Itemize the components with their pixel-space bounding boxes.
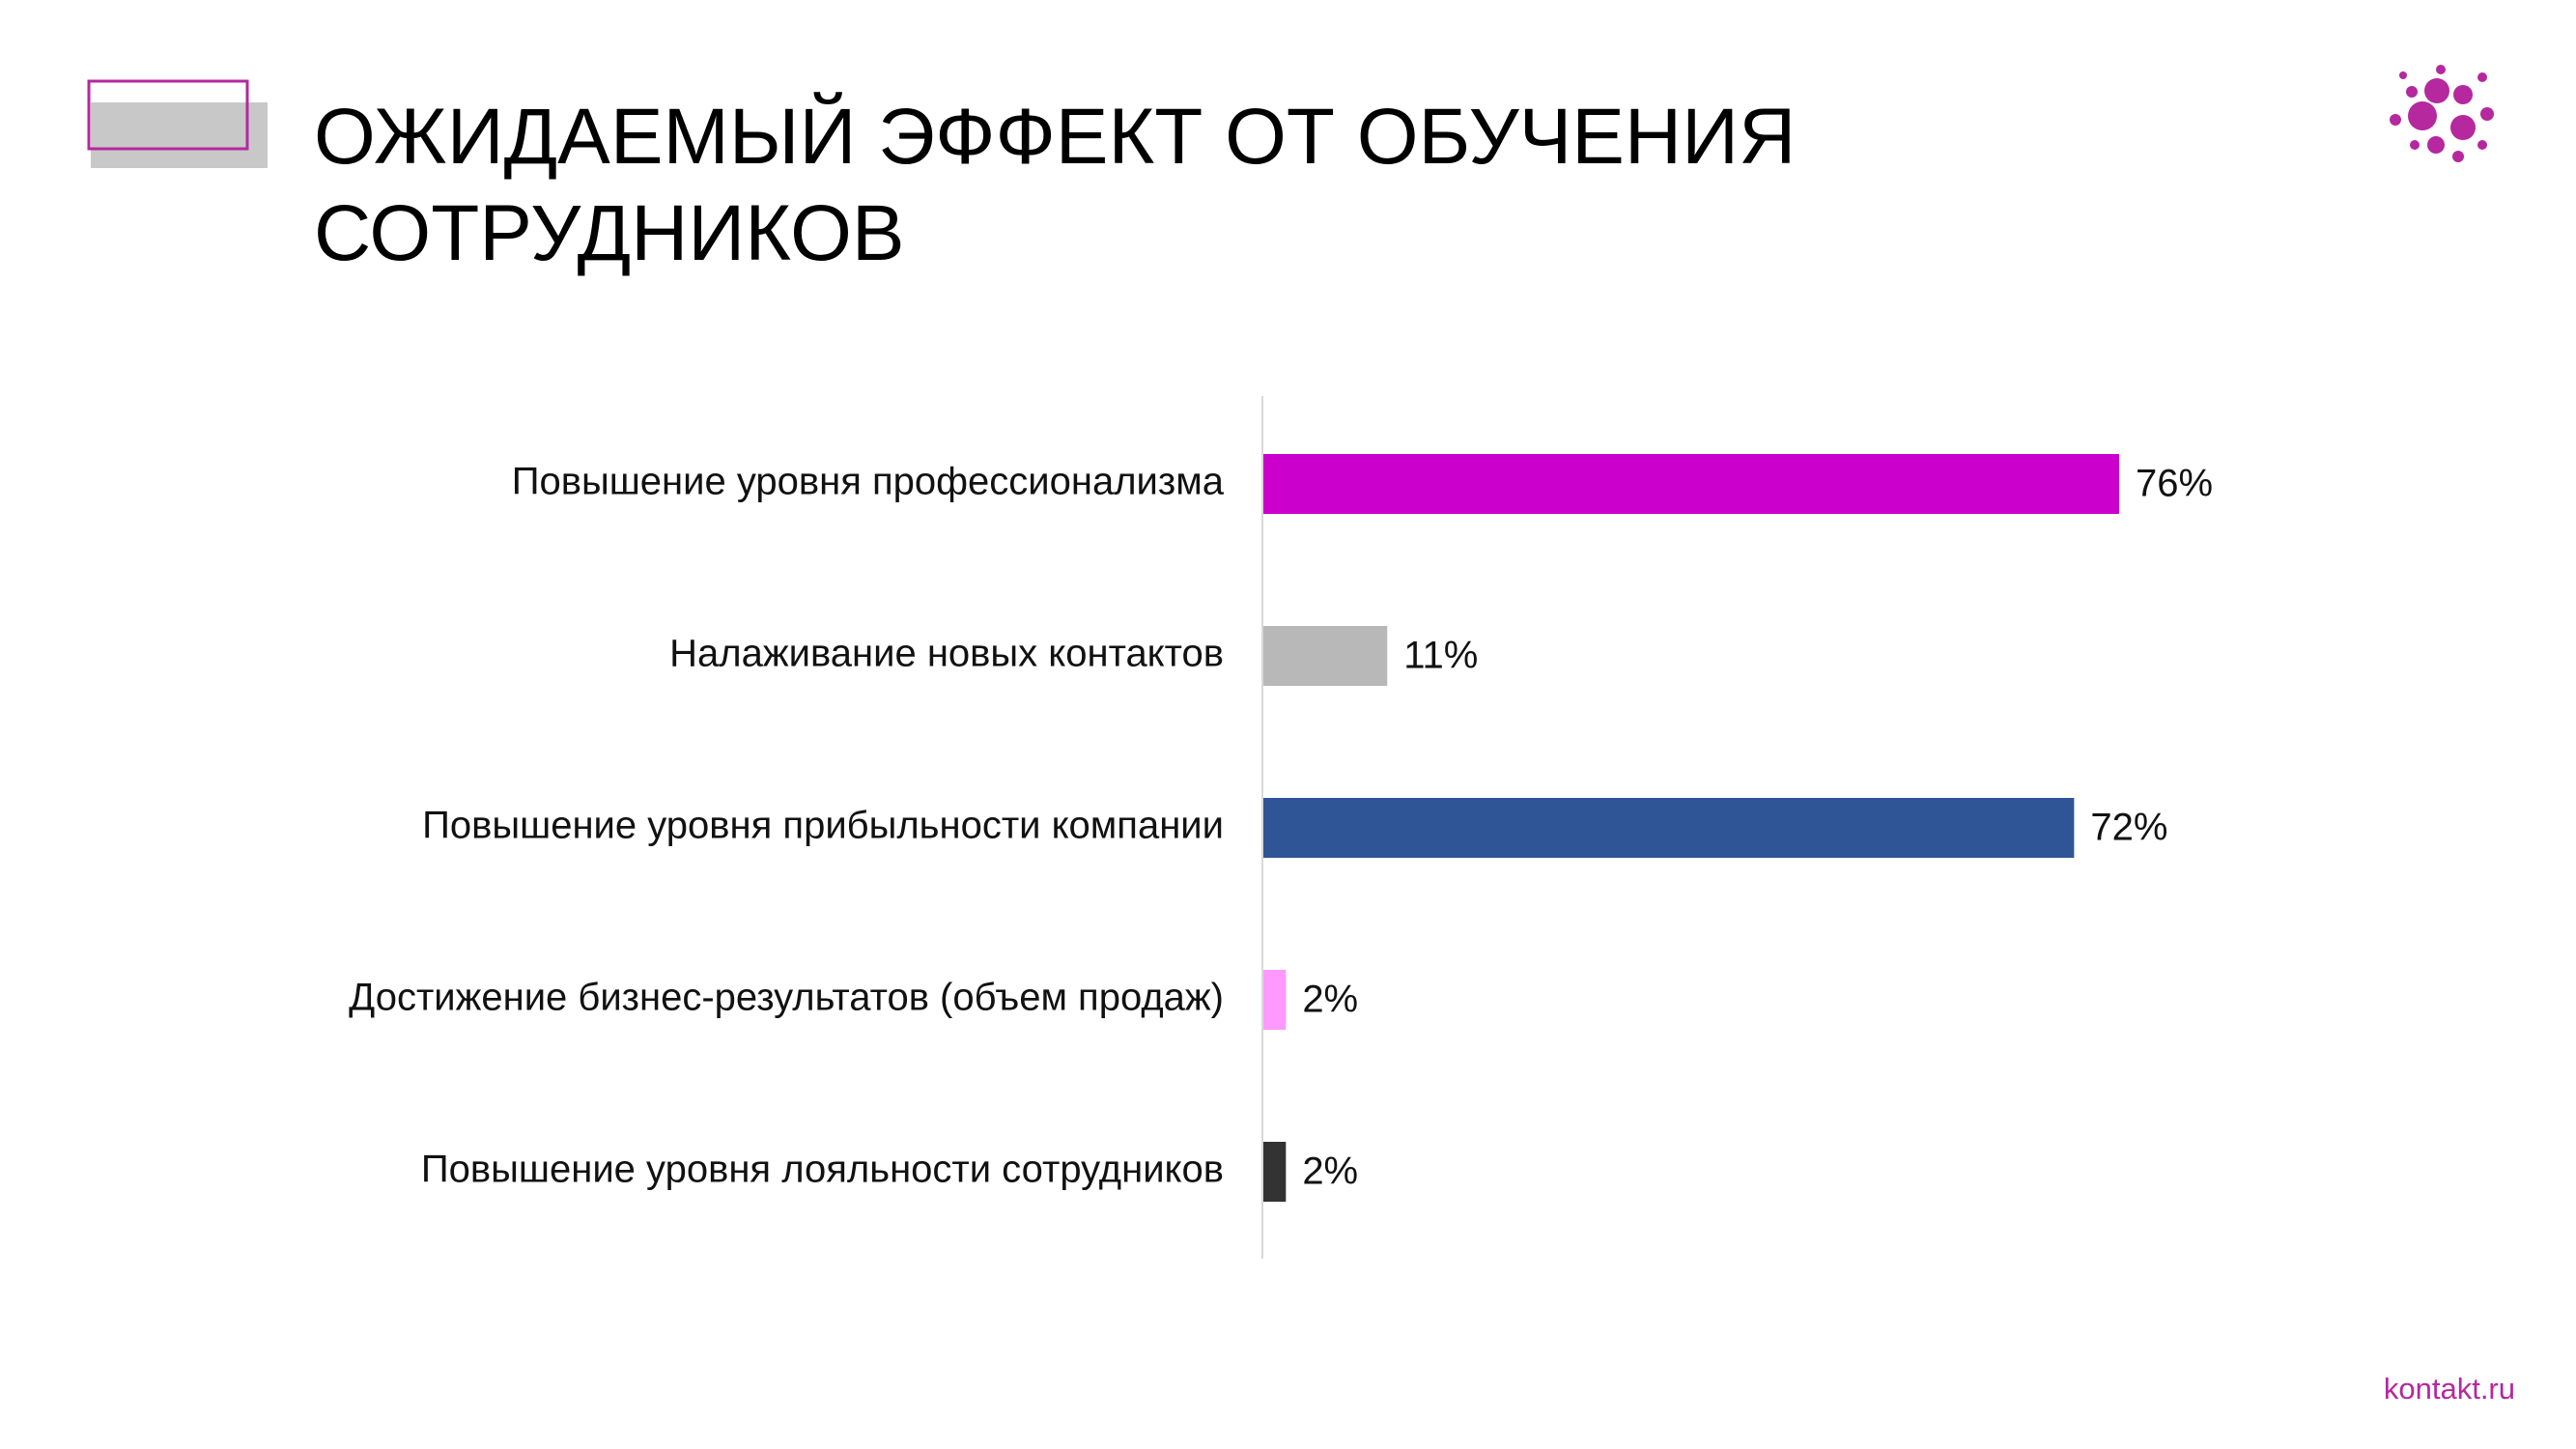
value-label: 76% (2136, 463, 2213, 505)
value-label: 2% (1302, 979, 1358, 1021)
slide-title: ОЖИДАЕМЫЙ ЭФФЕКТ ОТ ОБУЧЕНИЯ СОТРУДНИКОВ (314, 93, 1797, 277)
bar (1263, 798, 2075, 858)
category-label: Повышение уровня лояльности сотрудников (421, 1149, 1224, 1191)
category-label: Достижение бизнес-результатов (объем про… (349, 977, 1224, 1019)
decor-outline (87, 79, 249, 151)
bar (1263, 970, 1287, 1030)
bar (1263, 1142, 1287, 1202)
category-label: Повышение уровня профессионализма (512, 461, 1225, 503)
category-label: Налаживание новых контактов (669, 633, 1224, 675)
category-label: Повышение уровня прибыльности компании (422, 805, 1224, 847)
value-label: 11% (1403, 635, 1478, 677)
decor-rect (91, 102, 268, 168)
footer-link[interactable]: kontakt.ru (2383, 1372, 2515, 1406)
bar (1263, 626, 1388, 686)
value-label: 72% (2090, 807, 2167, 849)
bar (1263, 454, 2119, 514)
logo (2390, 65, 2494, 162)
value-label: 2% (1302, 1151, 1358, 1193)
